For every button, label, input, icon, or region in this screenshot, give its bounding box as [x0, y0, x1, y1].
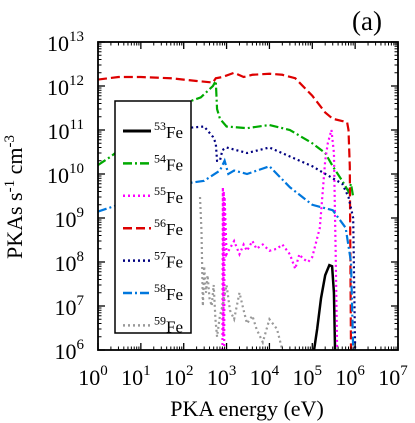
x-tick-label: 100: [78, 363, 108, 390]
axes-frame: [97, 41, 399, 351]
x-tick-label: 106: [335, 363, 365, 390]
series-line-59fe: [198, 196, 284, 350]
legend-label-59fe: 59Fe: [154, 313, 183, 336]
legend-box: [114, 100, 192, 334]
series-line-57fe: [161, 125, 357, 350]
legend-label-55fe: 55Fe: [154, 184, 183, 207]
y-axis-title-unit: cm: [2, 147, 27, 179]
y-tick-label: 107: [55, 293, 85, 320]
legend-label-58fe: 58Fe: [154, 281, 183, 304]
series-line-54fe: [98, 77, 355, 198]
x-axis-title: PKA energy (eV): [170, 396, 324, 421]
y-axis-title-exp2: -3: [2, 135, 18, 148]
y-tick-label: 1011: [48, 117, 84, 144]
panel-label: (a): [352, 6, 382, 36]
x-tick-label: 102: [164, 363, 194, 390]
y-tick-label: 1013: [47, 29, 84, 56]
tick-marks: [97, 41, 399, 351]
legend-label-53fe: 53Fe: [154, 119, 183, 142]
y-tick-label: 108: [55, 249, 85, 276]
legend: 53Fe 54Fe 55Fe 56Fe 57Fe 58Fe 59Fe: [114, 100, 192, 336]
y-axis-title: PKAs s-1 cm-3: [2, 135, 27, 259]
series-line-56fe: [98, 71, 353, 350]
x-tick-label: 103: [207, 363, 237, 390]
series-line-58fe: [98, 157, 355, 350]
legend-label-56fe: 56Fe: [154, 216, 183, 239]
tick-labels: 100 101 102 103 104 105 106 107 106 107 108 109 1010…: [47, 29, 408, 390]
x-tick-label: 107: [378, 363, 408, 390]
legend-label-57fe: 57Fe: [154, 249, 183, 272]
y-axis-title-exp1: -1: [2, 180, 18, 193]
x-tick-label: 101: [121, 363, 151, 390]
plot-frame: [97, 41, 399, 351]
series-layer: [98, 71, 357, 350]
y-axis-title-main: PKAs s: [2, 192, 27, 259]
y-tick-label: 1012: [47, 73, 84, 100]
legend-label-54fe: 54Fe: [154, 151, 183, 174]
x-tick-label: 104: [250, 363, 280, 390]
x-tick-label: 105: [293, 363, 323, 390]
y-tick-label: 109: [55, 205, 85, 232]
y-tick-label: 106: [55, 337, 85, 364]
series-line-53fe: [312, 263, 337, 350]
y-tick-label: 1010: [47, 161, 84, 188]
series-line-55fe: [221, 129, 339, 350]
